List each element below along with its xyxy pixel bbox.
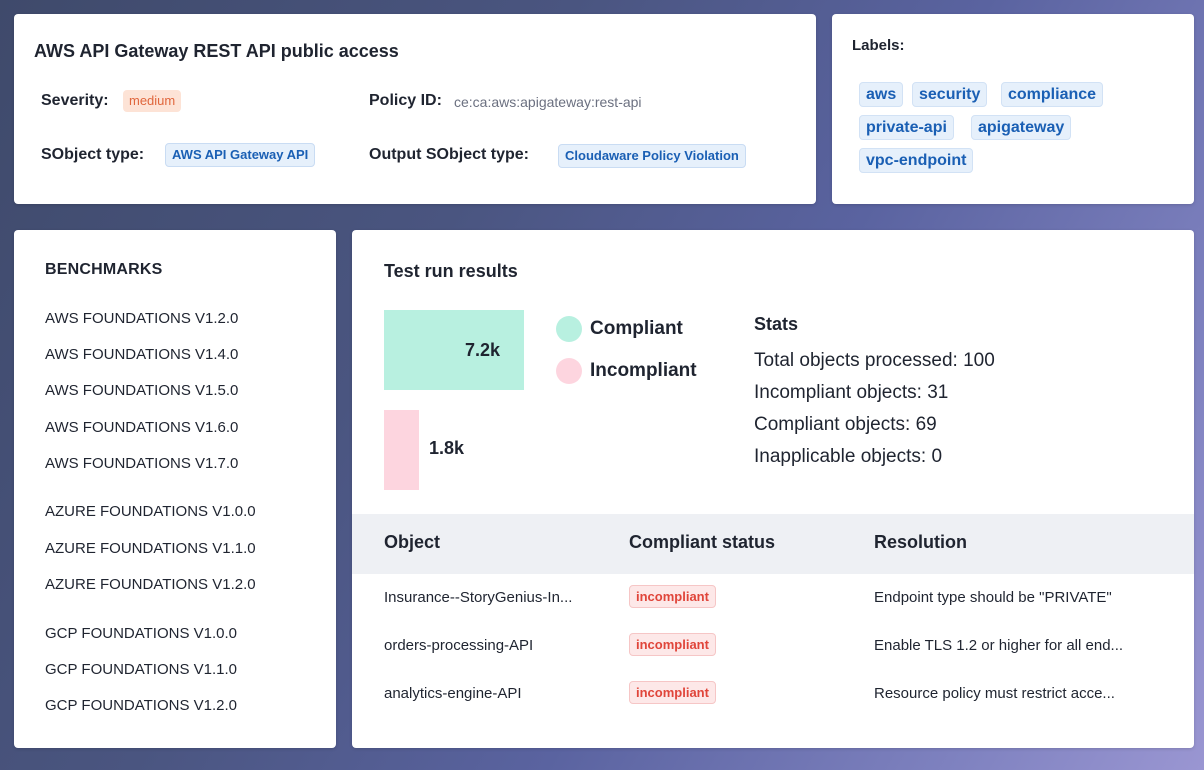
sobject-type-badge: AWS API Gateway API bbox=[165, 143, 316, 167]
benchmark-item[interactable]: AWS FOUNDATIONS V1.6.0 bbox=[45, 419, 239, 436]
benchmark-item[interactable]: AZURE FOUNDATIONS V1.1.0 bbox=[45, 540, 256, 557]
column-header-status[interactable]: Compliant status bbox=[629, 532, 776, 552]
output-sobject-type-badge: Cloudaware Policy Violation bbox=[558, 144, 746, 168]
benchmark-item[interactable]: AZURE FOUNDATIONS V1.0.0 bbox=[45, 503, 256, 520]
label-chip[interactable]: private-api bbox=[859, 115, 954, 140]
object-cell[interactable]: Insurance--StoryGenius-In... bbox=[384, 589, 573, 606]
benchmark-item[interactable]: GCP FOUNDATIONS V1.2.0 bbox=[45, 697, 237, 714]
labels-title: Labels: bbox=[852, 37, 905, 54]
column-header-object[interactable]: Object bbox=[384, 532, 441, 552]
status-badge: incompliant bbox=[629, 633, 716, 656]
label-chip[interactable]: vpc-endpoint bbox=[859, 148, 974, 173]
results-table-header: Object Compliant status Resolution bbox=[352, 514, 1194, 574]
stat-inapplicable: Inapplicable objects: 0 bbox=[754, 446, 943, 467]
benchmark-item[interactable]: AWS FOUNDATIONS V1.4.0 bbox=[45, 346, 239, 363]
results-title: Test run results bbox=[384, 261, 518, 281]
policy-title: AWS API Gateway REST API public access bbox=[34, 41, 399, 61]
benchmarks-title: BENCHMARKS bbox=[45, 261, 163, 278]
severity-label: Severity: bbox=[41, 92, 109, 109]
incompliant-legend-dot bbox=[556, 358, 582, 384]
stat-incompliant: Incompliant objects: 31 bbox=[754, 382, 949, 403]
compliant-legend-dot bbox=[556, 316, 582, 342]
benchmark-item[interactable]: AWS FOUNDATIONS V1.2.0 bbox=[45, 310, 239, 327]
policy-id-value: ce:ca:aws:apigateway:rest-api bbox=[454, 94, 642, 110]
resolution-cell: Enable TLS 1.2 or higher for all end... bbox=[874, 637, 1124, 654]
column-header-resolution[interactable]: Resolution bbox=[874, 532, 967, 552]
label-chip[interactable]: security bbox=[912, 82, 988, 107]
sobject-type-label: SObject type: bbox=[41, 146, 145, 163]
compliant-bar bbox=[384, 310, 524, 390]
label-chip[interactable]: compliance bbox=[1001, 82, 1104, 107]
compliant-legend-label: Compliant bbox=[590, 318, 683, 339]
incompliant-legend-label: Incompliant bbox=[590, 360, 697, 381]
object-cell[interactable]: analytics-engine-API bbox=[384, 685, 522, 702]
table-row[interactable]: analytics-engine-API incompliant Resourc… bbox=[352, 670, 1194, 718]
policy-card: AWS API Gateway REST API public access S… bbox=[14, 14, 816, 204]
status-badge: incompliant bbox=[629, 585, 716, 608]
benchmark-item[interactable]: GCP FOUNDATIONS V1.1.0 bbox=[45, 661, 237, 678]
labels-card: Labels: aws security compliance private-… bbox=[832, 14, 1194, 204]
benchmark-item[interactable]: AWS FOUNDATIONS V1.7.0 bbox=[45, 455, 239, 472]
output-sobject-type-label: Output SObject type: bbox=[369, 146, 529, 163]
stat-total: Total objects processed: 100 bbox=[754, 350, 995, 371]
severity-badge: medium bbox=[123, 90, 182, 112]
benchmark-item[interactable]: GCP FOUNDATIONS V1.0.0 bbox=[45, 625, 237, 642]
benchmark-item[interactable]: AWS FOUNDATIONS V1.5.0 bbox=[45, 382, 239, 399]
status-badge: incompliant bbox=[629, 681, 716, 704]
label-chip[interactable]: apigateway bbox=[971, 115, 1072, 140]
test-results-card: Test run results 7.2k 1.8k Compliant Inc… bbox=[352, 230, 1194, 748]
object-cell[interactable]: orders-processing-API bbox=[384, 637, 534, 654]
incompliant-bar-label: 1.8k bbox=[429, 438, 465, 458]
stat-compliant: Compliant objects: 69 bbox=[754, 414, 937, 435]
benchmarks-card: BENCHMARKS AWS FOUNDATIONS V1.2.0 AWS FO… bbox=[14, 230, 336, 748]
label-chip[interactable]: aws bbox=[859, 82, 904, 107]
stats-title: Stats bbox=[754, 314, 799, 334]
policy-id-label: Policy ID: bbox=[369, 92, 442, 109]
table-row[interactable]: Insurance--StoryGenius-In... incompliant… bbox=[352, 574, 1194, 622]
benchmark-item[interactable]: AZURE FOUNDATIONS V1.2.0 bbox=[45, 576, 256, 593]
compliant-bar-label: 7.2k bbox=[465, 340, 501, 360]
incompliant-bar bbox=[384, 410, 419, 490]
resolution-cell: Resource policy must restrict acce... bbox=[874, 685, 1115, 702]
table-row[interactable]: orders-processing-API incompliant Enable… bbox=[352, 622, 1194, 670]
resolution-cell: Endpoint type should be "PRIVATE" bbox=[874, 589, 1112, 606]
